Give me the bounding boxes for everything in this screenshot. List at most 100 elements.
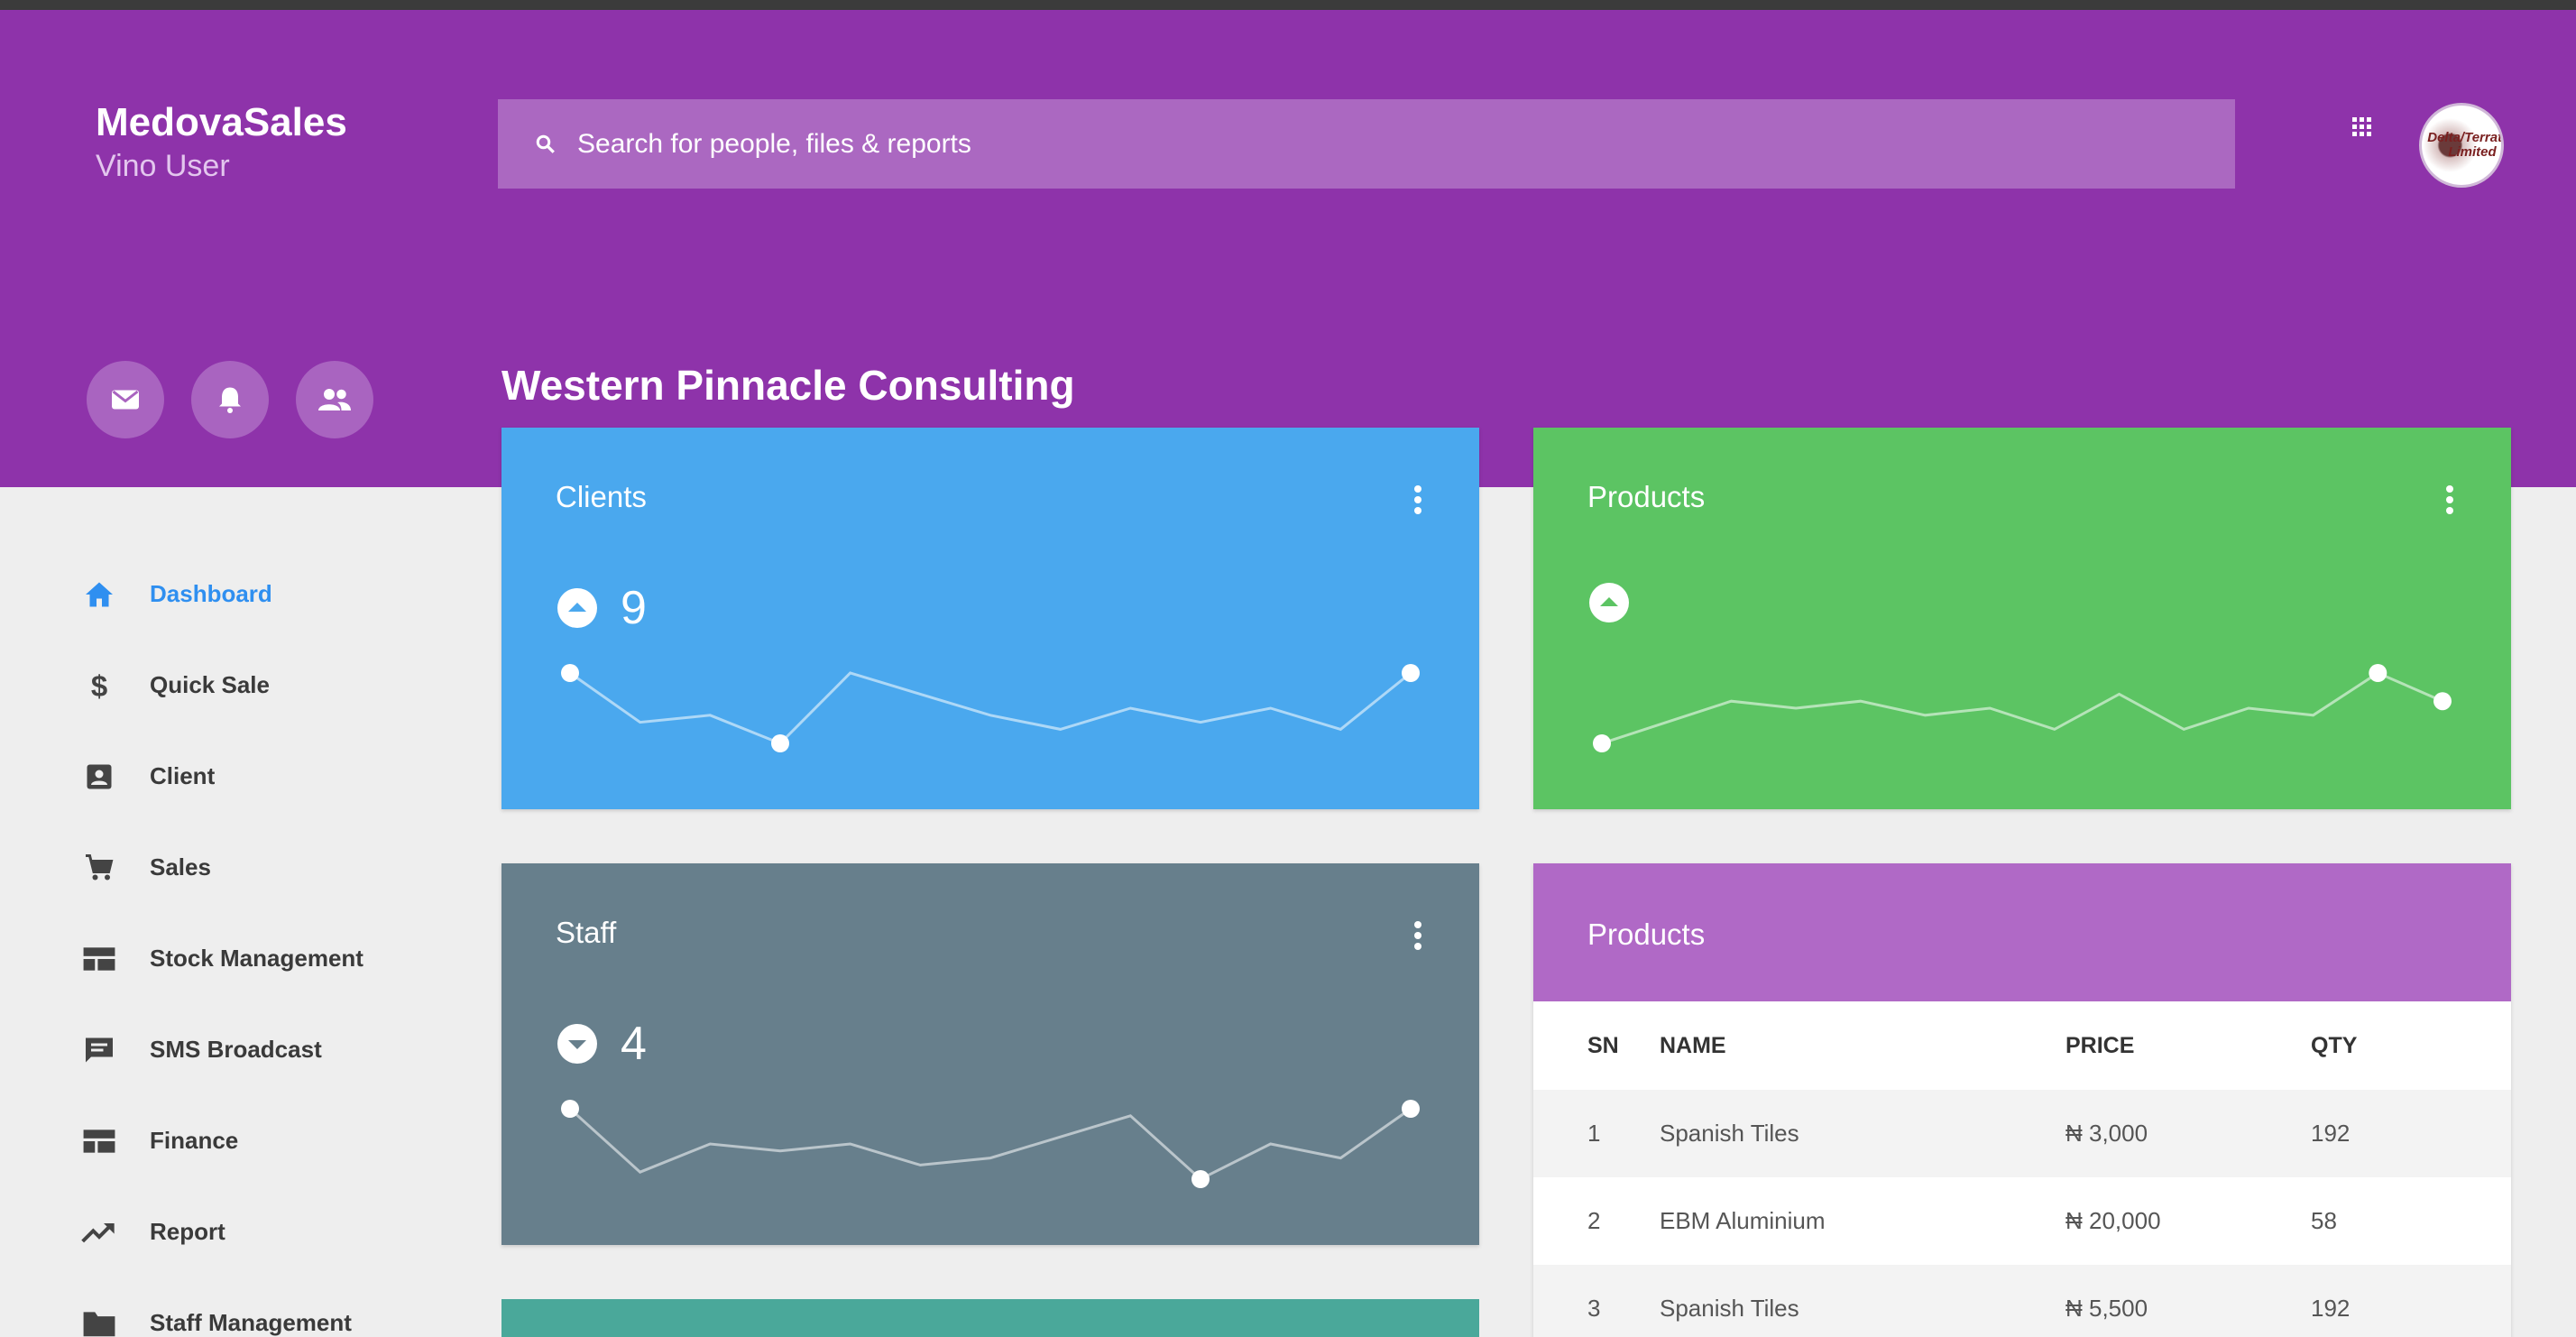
sparkline-path xyxy=(569,671,1412,745)
folder-icon xyxy=(81,1305,117,1337)
sidebar: Dashboard $ Quick Sale Client Sales Stoc… xyxy=(81,549,460,1337)
sidebar-item-finance[interactable]: Finance xyxy=(81,1095,460,1186)
column-header: PRICE xyxy=(2065,1032,2135,1058)
teal-card xyxy=(501,1299,1479,1337)
sidebar-item-dashboard[interactable]: Dashboard xyxy=(81,549,460,640)
svg-text:$: $ xyxy=(91,669,107,702)
card-title: Products xyxy=(1587,480,1706,513)
staff-card: Staff 4 xyxy=(501,863,1479,1245)
sidebar-item-label: Quick Sale xyxy=(150,671,270,698)
products-sparkline xyxy=(1593,664,2452,752)
avatar-logo: Delta/Terratek Limited xyxy=(2424,107,2501,183)
search-input[interactable] xyxy=(577,128,2111,160)
column-header: QTY xyxy=(2311,1032,2358,1058)
table-cell: 3 xyxy=(1533,1265,1660,1337)
card-value: 9 xyxy=(621,582,647,634)
window-top-bar xyxy=(0,0,2576,10)
table-row[interactable]: 2 EBM Aluminium ₦ 20,000 58 xyxy=(1533,1177,2511,1265)
avatar-text: Delta/Terratek Limited xyxy=(2427,130,2503,160)
table-cell: 192 xyxy=(2311,1090,2511,1177)
table-cell: 1 xyxy=(1533,1090,1660,1177)
sidebar-item-stock-management[interactable]: Stock Management xyxy=(81,913,460,1004)
home-icon xyxy=(81,576,117,613)
header-band xyxy=(0,10,2576,487)
sparkline-point xyxy=(561,1100,579,1118)
table-card-header: Products xyxy=(1533,863,2511,1001)
sidebar-item-label: Staff Management xyxy=(150,1309,352,1336)
mail-icon xyxy=(112,390,139,410)
table-cell: ₦ 5,500 xyxy=(2065,1265,2311,1337)
table-cell: 58 xyxy=(2311,1207,2337,1234)
sparkline-point xyxy=(1402,664,1420,682)
staff-sparkline xyxy=(561,1100,1420,1188)
people-icon xyxy=(318,389,351,410)
bell-icon xyxy=(219,387,241,413)
more-vert-icon[interactable] xyxy=(1412,919,1423,952)
sidebar-item-label: Dashboard xyxy=(150,580,272,607)
notifications-button[interactable] xyxy=(191,361,269,438)
table-row[interactable]: 1 Spanish Tiles ₦ 3,000 192 xyxy=(1533,1090,2511,1177)
sidebar-item-client[interactable]: Client xyxy=(81,731,460,822)
products-table-card: Products SN NAME PRICE QTY 1 Spanish Til… xyxy=(1533,863,2511,1337)
table-icon xyxy=(81,941,117,977)
table-cell: ₦ 3,000 xyxy=(2065,1090,2311,1177)
table-cell: ₦ 20,000 xyxy=(2065,1207,2161,1234)
table-cell: 192 xyxy=(2311,1265,2511,1337)
sparkline-path xyxy=(1601,671,2443,745)
search-bar[interactable] xyxy=(498,99,2235,189)
sidebar-item-label: Report xyxy=(150,1218,225,1245)
sparkline-path xyxy=(568,1107,1412,1181)
sidebar-item-label: Client xyxy=(150,762,216,789)
sidebar-item-label: Stock Management xyxy=(150,945,363,972)
card-title: Staff xyxy=(556,916,617,949)
table-cell: 2 xyxy=(1587,1207,1601,1234)
trending-up-icon xyxy=(81,1214,117,1250)
sparkline-point xyxy=(1402,1100,1420,1118)
sparkline-point xyxy=(1191,1170,1210,1188)
arrow-down-circle-icon xyxy=(557,1024,597,1064)
sidebar-item-sms-broadcast[interactable]: SMS Broadcast xyxy=(81,1004,460,1095)
sidebar-item-label: Sales xyxy=(150,853,211,881)
sparkline-point xyxy=(2433,692,2452,711)
arrow-up-circle-icon xyxy=(1589,583,1629,622)
user-name: Vino User xyxy=(96,149,230,183)
app-name: MedovaSales xyxy=(96,100,347,144)
table-cell: EBM Aluminium xyxy=(1660,1207,1826,1234)
sparkline-point xyxy=(561,664,579,682)
sparkline-point xyxy=(1593,734,1611,752)
apps-grid-icon[interactable] xyxy=(2352,117,2372,137)
column-header: SN xyxy=(1587,1032,1619,1058)
products-card: Products xyxy=(1533,428,2511,809)
column-header: NAME xyxy=(1660,1032,1726,1058)
message-icon xyxy=(81,1032,117,1068)
more-vert-icon[interactable] xyxy=(1412,484,1423,516)
sidebar-item-quick-sale[interactable]: $ Quick Sale xyxy=(81,640,460,731)
clients-sparkline xyxy=(561,664,1420,752)
trend-indicator xyxy=(1587,581,1652,624)
sparkline-point xyxy=(2369,664,2387,682)
card-value: 4 xyxy=(621,1018,647,1070)
sparkline-point xyxy=(771,734,789,752)
trend-indicator: 4 xyxy=(556,1017,647,1071)
page-title: Western Pinnacle Consulting xyxy=(501,362,1075,409)
mail-button[interactable] xyxy=(87,361,164,438)
table-cell: Spanish Tiles xyxy=(1660,1265,2065,1337)
dollar-icon: $ xyxy=(81,668,117,704)
card-title: Products xyxy=(1587,917,1706,951)
people-button[interactable] xyxy=(296,361,373,438)
arrow-up-circle-icon xyxy=(557,588,597,628)
sidebar-item-sales[interactable]: Sales xyxy=(81,822,460,913)
search-icon xyxy=(536,134,555,153)
products-table: SN NAME PRICE QTY 1 Spanish Tiles ₦ 3,00… xyxy=(1533,1001,2511,1337)
sidebar-item-staff-management[interactable]: Staff Management xyxy=(81,1277,460,1337)
table-icon xyxy=(81,1123,117,1159)
table-header-row: SN NAME PRICE QTY xyxy=(1533,1001,2511,1090)
more-vert-icon[interactable] xyxy=(2444,484,2455,516)
brand: MedovaSales Vino User xyxy=(96,97,347,184)
sidebar-item-label: Finance xyxy=(150,1127,239,1154)
sidebar-item-report[interactable]: Report xyxy=(81,1186,460,1277)
table-row[interactable]: 3 Spanish Tiles ₦ 5,500 192 xyxy=(1533,1265,2511,1337)
cart-icon xyxy=(81,850,117,886)
avatar[interactable]: Delta/Terratek Limited xyxy=(2419,103,2504,188)
card-title: Clients xyxy=(556,480,647,513)
